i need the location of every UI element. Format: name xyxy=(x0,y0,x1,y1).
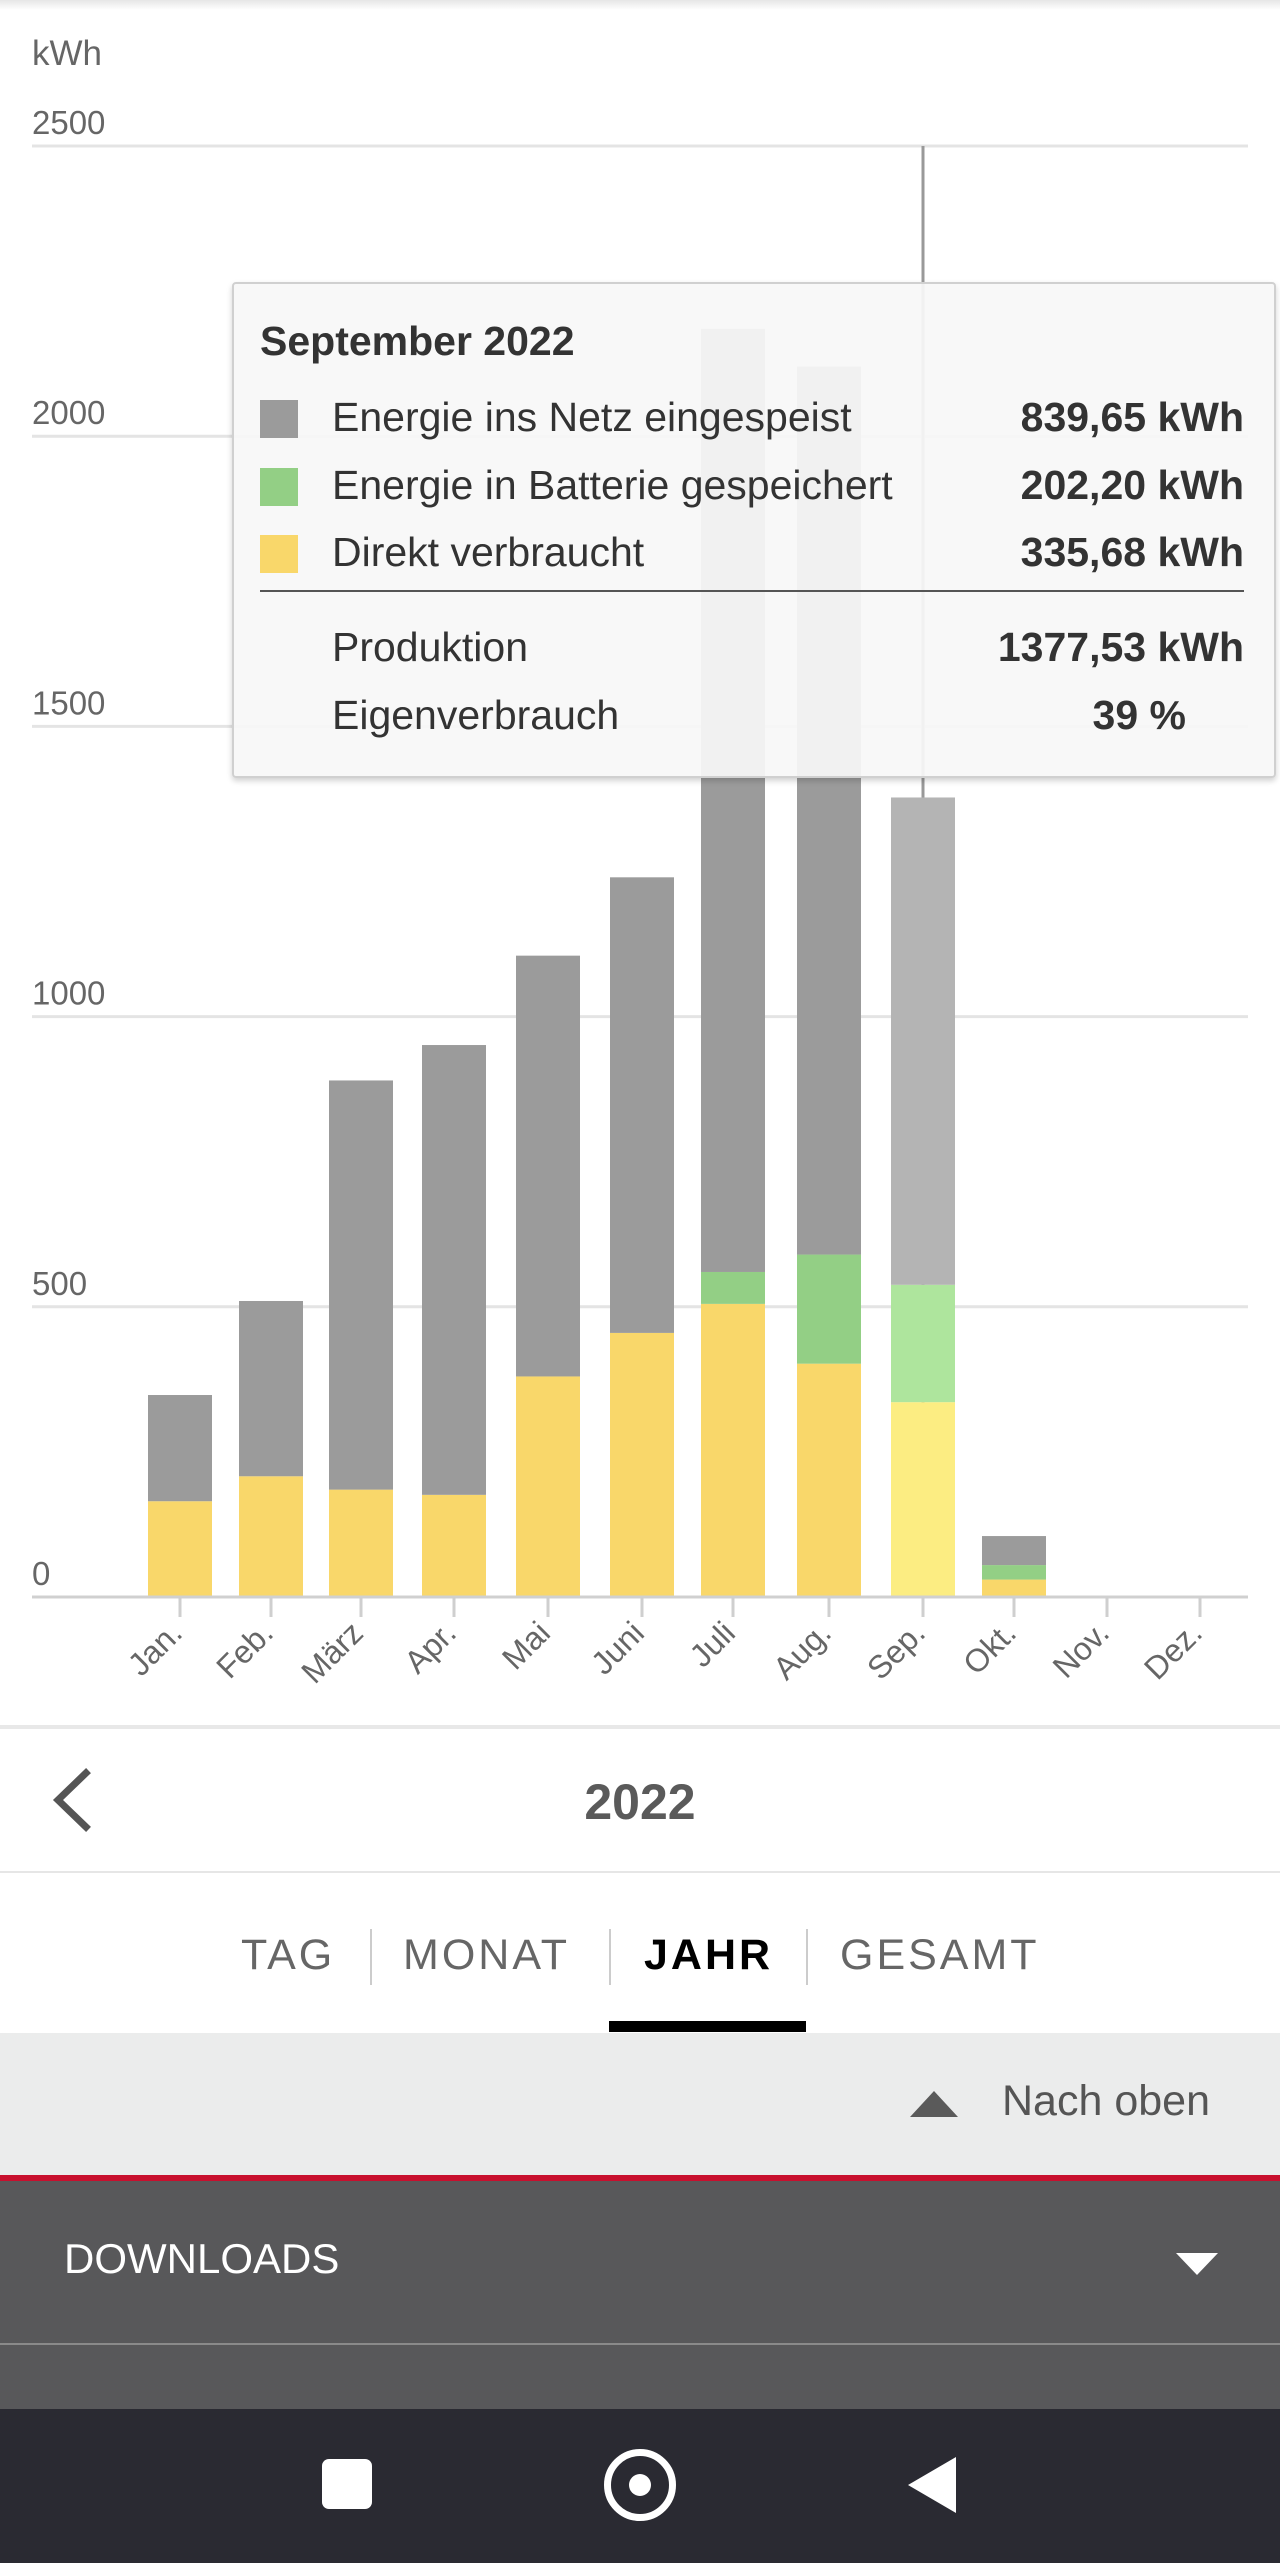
bar-direkt-verbraucht[interactable] xyxy=(610,1332,674,1597)
back-to-top-link[interactable]: Nach oben xyxy=(1002,2077,1210,2125)
tooltip-label: Energie ins Netz eingespeist xyxy=(332,394,852,440)
bar-direkt-verbraucht[interactable] xyxy=(422,1494,486,1597)
bar-direkt-verbraucht[interactable] xyxy=(701,1303,765,1597)
chart-tooltip: September 2022 Energie ins Netz eingespe… xyxy=(232,282,1276,778)
tooltip-label: Energie in Batterie gespeichert xyxy=(332,462,893,508)
bar-direkt-verbraucht[interactable] xyxy=(329,1489,393,1597)
active-tab-indicator xyxy=(609,2021,806,2032)
triangle-left-icon[interactable] xyxy=(908,2457,956,2513)
produktion-label: Produktion xyxy=(332,624,529,670)
chart-bottom-border xyxy=(0,1725,1280,1729)
tooltip-title: September 2022 xyxy=(260,318,575,364)
chevron-left-icon[interactable] xyxy=(44,1765,104,1835)
tooltip-value: 202,20 kWh xyxy=(1020,462,1244,508)
period-tabs: TAG MONAT JAHR GESAMT xyxy=(0,1873,1280,2033)
bar-energie-ins-netz-eingespeist[interactable] xyxy=(148,1395,212,1502)
period-year: 2022 xyxy=(584,1774,696,1830)
bar-energie-in-batterie-gespeichert[interactable] xyxy=(982,1565,1046,1580)
x-tick-label: Mai xyxy=(495,1614,557,1676)
y-tick-label: 0 xyxy=(32,1555,50,1592)
bar-energie-ins-netz-eingespeist[interactable] xyxy=(239,1300,303,1477)
bar-energie-ins-netz-eingespeist[interactable] xyxy=(422,1045,486,1495)
tab-divider xyxy=(609,1929,611,1985)
tooltip-row-direct: Direkt verbraucht 335,68 kWh xyxy=(260,529,1244,579)
energy-chart[interactable]: kWh 0 500 1000 1500 2000 2500 Jan. Feb. März Apr. M… xyxy=(0,0,1280,1725)
tooltip-row-produktion: Produktion 1377,53 kWh xyxy=(260,624,1244,674)
bar-energie-in-batterie-gespeichert[interactable] xyxy=(891,1284,955,1403)
tab-tag[interactable]: TAG xyxy=(241,1931,336,1979)
tooltip-label: Direkt verbraucht xyxy=(332,529,645,575)
tooltip-row-grid: Energie ins Netz eingespeist 839,65 kWh xyxy=(260,394,1244,444)
home-dot xyxy=(629,2474,651,2496)
legend-swatch-battery xyxy=(260,468,298,506)
bar-energie-in-batterie-gespeichert[interactable] xyxy=(701,1271,765,1304)
x-tick-label: Sep. xyxy=(860,1614,932,1686)
y-tick-label: 500 xyxy=(32,1265,87,1302)
downloads-section[interactable]: DOWNLOADS xyxy=(0,2181,1280,2343)
legend-swatch-direct xyxy=(260,535,298,573)
x-tick-label: Apr. xyxy=(397,1614,463,1680)
period-navigation: 2022 xyxy=(0,1729,1280,1873)
tab-gesamt[interactable]: GESAMT xyxy=(840,1931,1040,1979)
bar-direkt-verbraucht[interactable] xyxy=(797,1363,861,1597)
bar-direkt-verbraucht[interactable] xyxy=(148,1501,212,1597)
y-tick-label: 2500 xyxy=(32,104,105,141)
bar-direkt-verbraucht[interactable] xyxy=(239,1476,303,1597)
tooltip-divider xyxy=(260,590,1244,592)
section-accent-line xyxy=(0,2175,1280,2181)
x-tick-label: Juli xyxy=(683,1614,742,1673)
x-tick-label: März xyxy=(294,1614,370,1690)
x-tick-label: Aug. xyxy=(766,1614,838,1686)
tab-divider xyxy=(806,1929,808,1985)
bar-energie-ins-netz-eingespeist[interactable] xyxy=(516,955,580,1377)
tooltip-value: 839,65 kWh xyxy=(1020,394,1244,440)
bar-energie-ins-netz-eingespeist[interactable] xyxy=(329,1080,393,1490)
bar-energie-ins-netz-eingespeist[interactable] xyxy=(610,877,674,1333)
x-tick-label: Dez. xyxy=(1137,1614,1209,1686)
circle-icon[interactable] xyxy=(604,2449,676,2521)
downloads-label: DOWNLOADS xyxy=(64,2235,340,2282)
x-tick-label: Juni xyxy=(584,1614,651,1681)
bar-energie-ins-netz-eingespeist[interactable] xyxy=(982,1536,1046,1566)
system-navigation-bar xyxy=(0,2409,1280,2563)
bar-energie-ins-netz-eingespeist[interactable] xyxy=(891,797,955,1285)
produktion-value: 1377,53 kWh xyxy=(997,624,1244,670)
tooltip-row-eigenverbrauch: Eigenverbrauch 39 % xyxy=(260,692,1244,742)
x-tick-label: Okt. xyxy=(956,1614,1023,1681)
eigenverbrauch-value: 39 % xyxy=(1092,692,1186,738)
bar-direkt-verbraucht[interactable] xyxy=(516,1376,580,1597)
triangle-up-icon xyxy=(910,2091,958,2117)
tab-divider xyxy=(370,1929,372,1985)
y-tick-label: 1000 xyxy=(32,975,105,1012)
tab-jahr[interactable]: JAHR xyxy=(644,1931,774,1979)
top-shadow xyxy=(0,0,1280,10)
tooltip-value: 335,68 kWh xyxy=(1020,529,1244,575)
eigenverbrauch-label: Eigenverbrauch xyxy=(332,692,620,738)
tab-monat[interactable]: MONAT xyxy=(403,1931,571,1979)
x-tick-label: Jan. xyxy=(121,1614,189,1682)
bar-energie-in-batterie-gespeichert[interactable] xyxy=(797,1254,861,1364)
square-icon[interactable] xyxy=(322,2459,372,2509)
bar-direkt-verbraucht[interactable] xyxy=(982,1579,1046,1597)
y-tick-label: 1500 xyxy=(32,684,105,721)
next-accordion-section[interactable] xyxy=(0,2343,1280,2411)
x-tick-label: Feb. xyxy=(209,1614,280,1685)
back-to-top-bar[interactable]: Nach oben xyxy=(0,2033,1280,2175)
tooltip-row-battery: Energie in Batterie gespeichert 202,20 k… xyxy=(260,462,1244,512)
x-tick-label: Nov. xyxy=(1046,1614,1116,1684)
y-tick-label: 2000 xyxy=(32,394,105,431)
triangle-down-icon xyxy=(1176,2253,1218,2275)
bar-direkt-verbraucht[interactable] xyxy=(891,1402,955,1597)
y-axis-unit-label: kWh xyxy=(32,34,102,73)
legend-swatch-grid xyxy=(260,400,298,438)
